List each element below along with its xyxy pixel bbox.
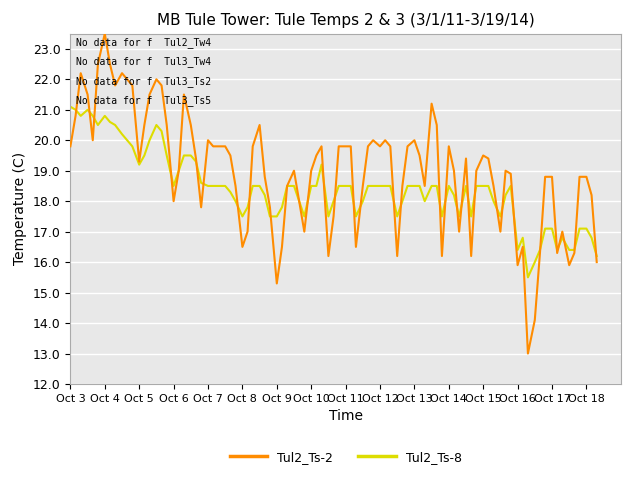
Tul2_Ts-8 [524, 275, 532, 280]
Tul2_Ts-2 [438, 253, 445, 259]
Tul2_Ts-8 [330, 198, 337, 204]
Tul2_Ts-2 [524, 351, 532, 357]
Tul2_Ts-2 [101, 31, 109, 36]
Title: MB Tule Tower: Tule Temps 2 & 3 (3/1/11-3/19/14): MB Tule Tower: Tule Temps 2 & 3 (3/1/11-… [157, 13, 534, 28]
X-axis label: Time: Time [328, 409, 363, 423]
Tul2_Ts-2 [157, 83, 165, 88]
Tul2_Ts-2 [180, 92, 188, 97]
Tul2_Ts-8 [484, 183, 492, 189]
Tul2_Ts-2 [141, 122, 148, 128]
Legend: Tul2_Ts-2, Tul2_Ts-8: Tul2_Ts-2, Tul2_Ts-8 [225, 446, 467, 469]
Tul2_Ts-8 [136, 162, 143, 168]
Tul2_Ts-8 [152, 122, 160, 128]
Tul2_Ts-2 [490, 183, 497, 189]
Tul2_Ts-2 [593, 259, 600, 265]
Tul2_Ts-2 [335, 144, 342, 149]
Tul2_Ts-8 [67, 104, 74, 109]
Line: Tul2_Ts-2: Tul2_Ts-2 [70, 34, 596, 354]
Text: No data for f  Tul3_Ts5: No data for f Tul3_Ts5 [76, 95, 211, 106]
Tul2_Ts-8 [175, 168, 182, 174]
Text: No data for f  Tul3_Tw4: No data for f Tul3_Tw4 [76, 56, 211, 67]
Y-axis label: Temperature (C): Temperature (C) [13, 152, 28, 265]
Tul2_Ts-2 [67, 144, 74, 149]
Tul2_Ts-8 [593, 253, 600, 259]
Tul2_Ts-8 [433, 183, 440, 189]
Line: Tul2_Ts-8: Tul2_Ts-8 [70, 107, 596, 277]
Text: No data for f  Tul3_Ts2: No data for f Tul3_Ts2 [76, 76, 211, 86]
Text: No data for f  Tul2_Tw4: No data for f Tul2_Tw4 [76, 37, 211, 48]
